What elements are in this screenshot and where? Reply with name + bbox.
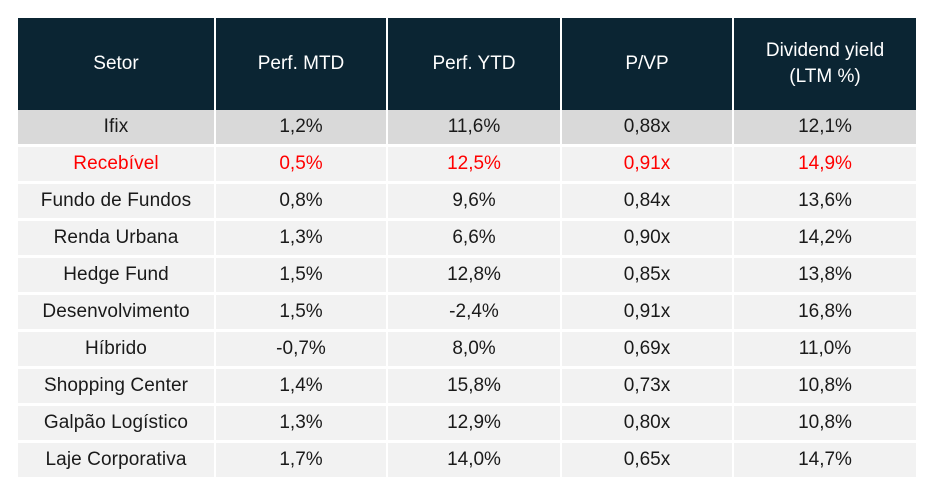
table-row: Ifix 1,2% 11,6% 0,88x 12,1% — [18, 110, 916, 147]
perf-ytd-cell: -2,4% — [388, 295, 562, 332]
perf-mtd-cell: 0,5% — [216, 147, 388, 184]
dividend-yield-cell: 10,8% — [734, 406, 916, 443]
setor-cell: Ifix — [18, 110, 216, 147]
table-row: Desenvolvimento 1,5% -2,4% 0,91x 16,8% — [18, 295, 916, 332]
dividend-yield-cell: 12,1% — [734, 110, 916, 147]
header-dividend-yield-line2: (LTM %) — [789, 66, 861, 87]
setor-cell: Laje Corporativa — [18, 443, 216, 480]
header-pvp: P/VP — [562, 18, 734, 110]
header-perf-ytd: Perf. YTD — [388, 18, 562, 110]
perf-ytd-cell: 14,0% — [388, 443, 562, 480]
perf-ytd-cell: 12,5% — [388, 147, 562, 184]
perf-mtd-cell: -0,7% — [216, 332, 388, 369]
perf-mtd-cell: 1,3% — [216, 221, 388, 258]
pvp-cell: 0,84x — [562, 184, 734, 221]
sector-table-container: Setor Perf. MTD Perf. YTD P/VP Dividend … — [18, 18, 916, 480]
table-row: Renda Urbana 1,3% 6,6% 0,90x 14,2% — [18, 221, 916, 258]
table-row: Laje Corporativa 1,7% 14,0% 0,65x 14,7% — [18, 443, 916, 480]
perf-ytd-cell: 8,0% — [388, 332, 562, 369]
header-dividend-yield-line1: Dividend yield — [765, 40, 885, 61]
sector-performance-table: Setor Perf. MTD Perf. YTD P/VP Dividend … — [18, 18, 916, 480]
pvp-cell: 0,65x — [562, 443, 734, 480]
setor-cell: Hedge Fund — [18, 258, 216, 295]
table-row: Híbrido -0,7% 8,0% 0,69x 11,0% — [18, 332, 916, 369]
setor-cell: Galpão Logístico — [18, 406, 216, 443]
table-header: Setor Perf. MTD Perf. YTD P/VP Dividend … — [18, 18, 916, 110]
dividend-yield-cell: 11,0% — [734, 332, 916, 369]
perf-ytd-cell: 6,6% — [388, 221, 562, 258]
perf-mtd-cell: 1,4% — [216, 369, 388, 406]
dividend-yield-cell: 14,9% — [734, 147, 916, 184]
perf-ytd-cell: 11,6% — [388, 110, 562, 147]
table-row: Recebível 0,5% 12,5% 0,91x 14,9% — [18, 147, 916, 184]
header-dividend-yield: Dividend yield (LTM %) — [734, 18, 916, 110]
dividend-yield-cell: 16,8% — [734, 295, 916, 332]
pvp-cell: 0,91x — [562, 295, 734, 332]
perf-mtd-cell: 0,8% — [216, 184, 388, 221]
perf-ytd-cell: 15,8% — [388, 369, 562, 406]
pvp-cell: 0,85x — [562, 258, 734, 295]
perf-mtd-cell: 1,2% — [216, 110, 388, 147]
pvp-cell: 0,69x — [562, 332, 734, 369]
perf-ytd-cell: 12,8% — [388, 258, 562, 295]
pvp-cell: 0,90x — [562, 221, 734, 258]
pvp-cell: 0,88x — [562, 110, 734, 147]
table-row: Fundo de Fundos 0,8% 9,6% 0,84x 13,6% — [18, 184, 916, 221]
perf-mtd-cell: 1,5% — [216, 258, 388, 295]
setor-cell: Shopping Center — [18, 369, 216, 406]
table-row: Galpão Logístico 1,3% 12,9% 0,80x 10,8% — [18, 406, 916, 443]
table-row: Shopping Center 1,4% 15,8% 0,73x 10,8% — [18, 369, 916, 406]
dividend-yield-cell: 14,7% — [734, 443, 916, 480]
setor-cell: Fundo de Fundos — [18, 184, 216, 221]
dividend-yield-cell: 10,8% — [734, 369, 916, 406]
dividend-yield-cell: 13,6% — [734, 184, 916, 221]
pvp-cell: 0,80x — [562, 406, 734, 443]
setor-cell: Renda Urbana — [18, 221, 216, 258]
dividend-yield-cell: 14,2% — [734, 221, 916, 258]
perf-mtd-cell: 1,3% — [216, 406, 388, 443]
setor-cell: Desenvolvimento — [18, 295, 216, 332]
table-row: Hedge Fund 1,5% 12,8% 0,85x 13,8% — [18, 258, 916, 295]
pvp-cell: 0,73x — [562, 369, 734, 406]
perf-ytd-cell: 12,9% — [388, 406, 562, 443]
dividend-yield-cell: 13,8% — [734, 258, 916, 295]
perf-ytd-cell: 9,6% — [388, 184, 562, 221]
pvp-cell: 0,91x — [562, 147, 734, 184]
table-body: Ifix 1,2% 11,6% 0,88x 12,1% Recebível 0,5% 12,5… — [18, 110, 916, 480]
setor-cell: Recebível — [18, 147, 216, 184]
header-row: Setor Perf. MTD Perf. YTD P/VP Dividend … — [18, 18, 916, 110]
setor-cell: Híbrido — [18, 332, 216, 369]
header-perf-mtd: Perf. MTD — [216, 18, 388, 110]
header-setor: Setor — [18, 18, 216, 110]
perf-mtd-cell: 1,5% — [216, 295, 388, 332]
perf-mtd-cell: 1,7% — [216, 443, 388, 480]
